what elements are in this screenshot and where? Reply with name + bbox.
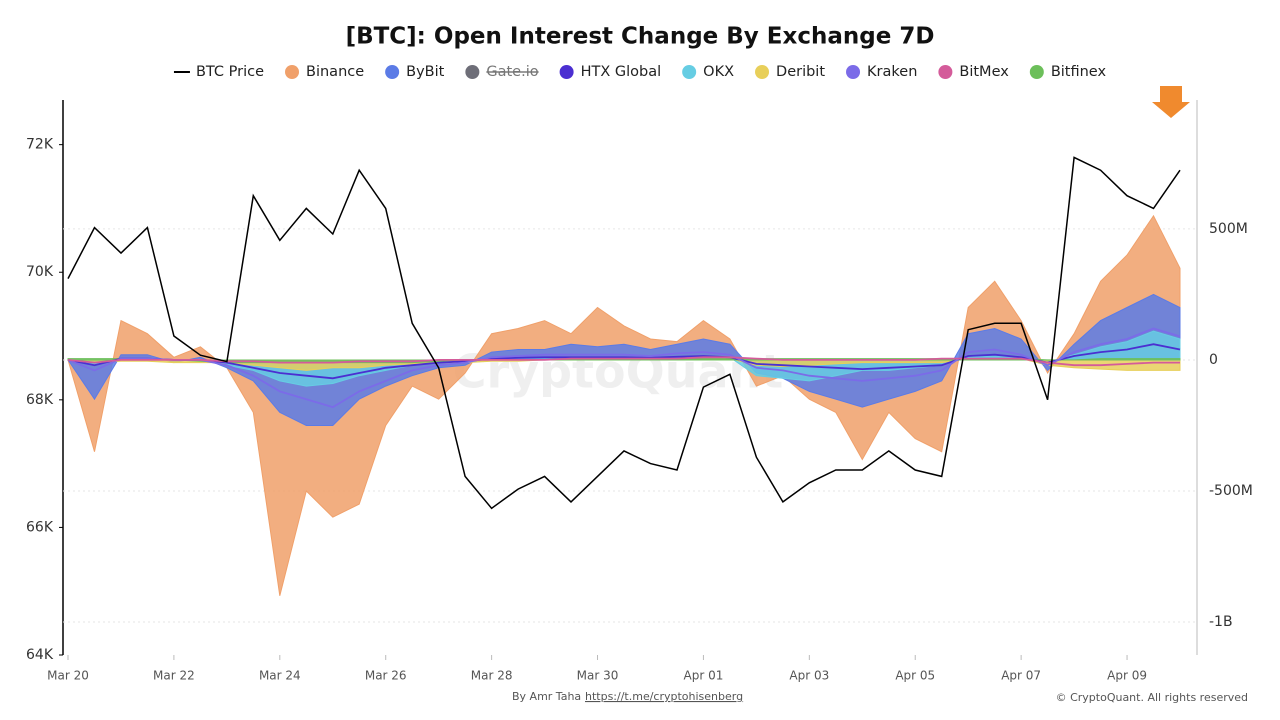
- legend-label: OKX: [703, 64, 734, 80]
- y2-tick-label: 0: [1209, 352, 1218, 368]
- legend-item[interactable]: OKX: [682, 64, 734, 80]
- y-tick-label: 64K: [26, 647, 54, 663]
- line-7: [67, 327, 1181, 409]
- x-tick-label: Apr 03: [789, 669, 829, 683]
- x-tick-label: Apr 09: [1107, 669, 1147, 683]
- legend-symbol: [846, 65, 861, 79]
- highlight-arrow: [1152, 86, 1190, 118]
- y-tick-label: 68K: [26, 392, 54, 408]
- x-tick-label: Apr 01: [684, 669, 724, 683]
- x-tick-label: Mar 30: [577, 669, 619, 683]
- y2-tick-label: -500M: [1209, 483, 1253, 499]
- legend-label: Deribit: [776, 64, 825, 80]
- y2-tick-label: 500M: [1209, 221, 1248, 237]
- legend-item[interactable]: BitMex: [938, 64, 1009, 80]
- legend-label: BitMex: [959, 64, 1009, 80]
- y-tick-label: 70K: [26, 264, 54, 280]
- line-4: [67, 343, 1181, 380]
- legend-item[interactable]: Binance: [285, 64, 364, 80]
- legend-item[interactable]: Gate.io: [465, 64, 539, 80]
- legend-symbol: [465, 65, 480, 79]
- legend-item[interactable]: ByBit: [385, 64, 445, 80]
- legend: BTC Price Binance ByBit Gate.io HTX Global OK…: [173, 64, 1107, 80]
- line-8: [67, 356, 1180, 367]
- legend-label: Binance: [306, 64, 364, 80]
- legend-label: Gate.io: [486, 64, 538, 80]
- copyright: © CryptoQuant. All rights reserved: [1056, 691, 1248, 704]
- legend-item[interactable]: HTX Global: [559, 64, 662, 80]
- x-tick-label: Mar 22: [153, 669, 195, 683]
- legend-symbol: [559, 65, 574, 79]
- legend-symbol: [1029, 65, 1044, 79]
- legend-symbol: [682, 65, 697, 79]
- legend-item[interactable]: Deribit: [755, 64, 825, 80]
- legend-symbol: [755, 65, 770, 79]
- legend-label: Bitfinex: [1051, 64, 1107, 80]
- y-tick-label: 72K: [26, 137, 54, 153]
- x-tick-label: Apr 05: [895, 669, 935, 683]
- legend-item[interactable]: BTC Price: [173, 64, 264, 80]
- x-tick-label: Mar 24: [259, 669, 301, 683]
- legend-label: HTX Global: [581, 64, 662, 80]
- area-2: [67, 293, 1181, 426]
- plot-area: [67, 156, 1181, 596]
- legend-label: BTC Price: [196, 64, 264, 80]
- legend-symbol: [385, 65, 400, 79]
- y-tick-label: 66K: [26, 519, 54, 535]
- line-0: [67, 156, 1181, 510]
- legend-symbol: [285, 65, 300, 79]
- x-tick-label: Mar 28: [471, 669, 513, 683]
- y2-tick-label: -1B: [1209, 614, 1233, 630]
- area-1: [67, 214, 1181, 596]
- legend-label: ByBit: [406, 64, 445, 80]
- chart-title: [BTC]: Open Interest Change By Exchange …: [346, 24, 935, 50]
- legend-item[interactable]: Bitfinex: [1029, 64, 1107, 80]
- credit-link[interactable]: https://t.me/cryptohisenberg: [585, 690, 743, 703]
- x-tick-label: Apr 07: [1001, 669, 1041, 683]
- x-tick-label: Mar 26: [365, 669, 407, 683]
- legend-symbol: [938, 65, 953, 79]
- legend-item[interactable]: Kraken: [846, 64, 917, 80]
- credit: By Amr Taha: [512, 690, 581, 703]
- legend-label: Kraken: [867, 64, 917, 80]
- x-tick-label: Mar 20: [47, 669, 89, 683]
